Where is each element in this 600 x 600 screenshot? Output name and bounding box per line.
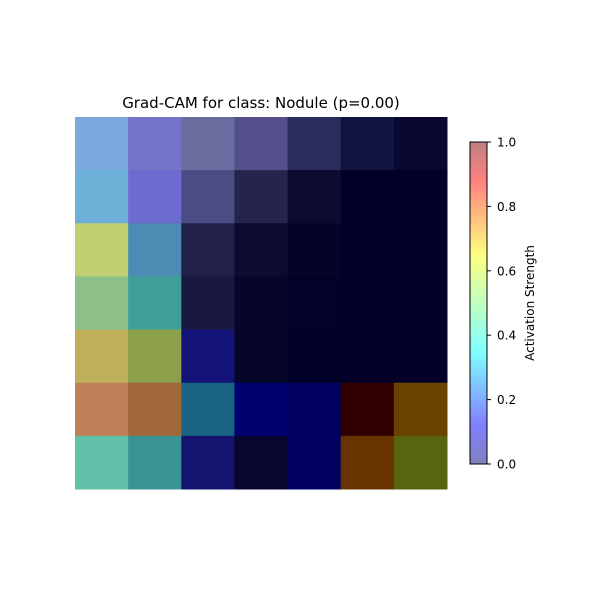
- heatmap-cell: [181, 435, 235, 490]
- heatmap-cell: [234, 435, 289, 490]
- heatmap-cell: [75, 276, 129, 331]
- heatmap-grid: [75, 117, 448, 490]
- heatmap-cell: [75, 117, 129, 171]
- heatmap-cell: [287, 329, 342, 384]
- heatmap-cell: [181, 223, 235, 277]
- heatmap-cell: [181, 329, 235, 384]
- heatmap-cell: [393, 435, 448, 490]
- heatmap-cell: [393, 170, 448, 224]
- heatmap-cell: [340, 117, 395, 171]
- heatmap-cell: [181, 117, 235, 171]
- heatmap-cell: [340, 329, 395, 384]
- heatmap-cell: [75, 382, 129, 437]
- heatmap-cell: [234, 329, 289, 384]
- heatmap-cell: [340, 223, 395, 277]
- heatmap-cell: [128, 435, 182, 490]
- heatmap-cell: [340, 382, 395, 437]
- colorbar-tick-label: 0.0: [497, 458, 516, 472]
- heatmap-cell: [234, 276, 289, 331]
- heatmap-cell: [287, 223, 342, 277]
- colorbar-tick-label: 0.6: [497, 264, 516, 278]
- colorbar-tick-label: 0.2: [497, 393, 516, 407]
- heatmap-cell: [287, 117, 342, 171]
- heatmap-cell: [128, 223, 182, 277]
- heatmap-cell: [340, 170, 395, 224]
- heatmap-cell: [128, 117, 182, 171]
- heatmap-cell: [234, 382, 289, 437]
- heatmap-cell: [75, 329, 129, 384]
- heatmap-cell: [287, 276, 342, 331]
- heatmap-cell: [128, 329, 182, 384]
- heatmap-cell: [181, 382, 235, 437]
- heatmap-cell: [393, 329, 448, 384]
- chart-title: Grad-CAM for class: Nodule (p=0.00): [122, 94, 400, 112]
- heatmap-cell: [181, 276, 235, 331]
- colorbar: [469, 141, 488, 465]
- heatmap-cell: [128, 170, 182, 224]
- colorbar-label: Activation Strength: [523, 245, 537, 361]
- heatmap-cell: [234, 223, 289, 277]
- heatmap-cell: [128, 276, 182, 331]
- heatmap-cell: [393, 382, 448, 437]
- heatmap-cell: [287, 435, 342, 490]
- heatmap-cell: [75, 435, 129, 490]
- heatmap-cell: [287, 170, 342, 224]
- heatmap-cell: [393, 276, 448, 331]
- heatmap-cell: [75, 223, 129, 277]
- colorbar-ticks: 0.0 0.2 0.4 0.6 0.8 1.0: [487, 136, 516, 472]
- colorbar-tick-label: 1.0: [497, 136, 516, 150]
- heatmap-cell: [287, 382, 342, 437]
- heatmap-cell: [340, 276, 395, 331]
- heatmap-cell: [393, 223, 448, 277]
- heatmap-cell: [234, 117, 289, 171]
- colorbar-tick-label: 0.4: [497, 329, 516, 343]
- heatmap-cell: [393, 117, 448, 171]
- heatmap-cell: [128, 382, 182, 437]
- heatmap-cell: [75, 170, 129, 224]
- heatmap-cell: [340, 435, 395, 490]
- heatmap-cell: [234, 170, 289, 224]
- colorbar-tick-label: 0.8: [497, 200, 516, 214]
- heatmap-cell: [181, 170, 235, 224]
